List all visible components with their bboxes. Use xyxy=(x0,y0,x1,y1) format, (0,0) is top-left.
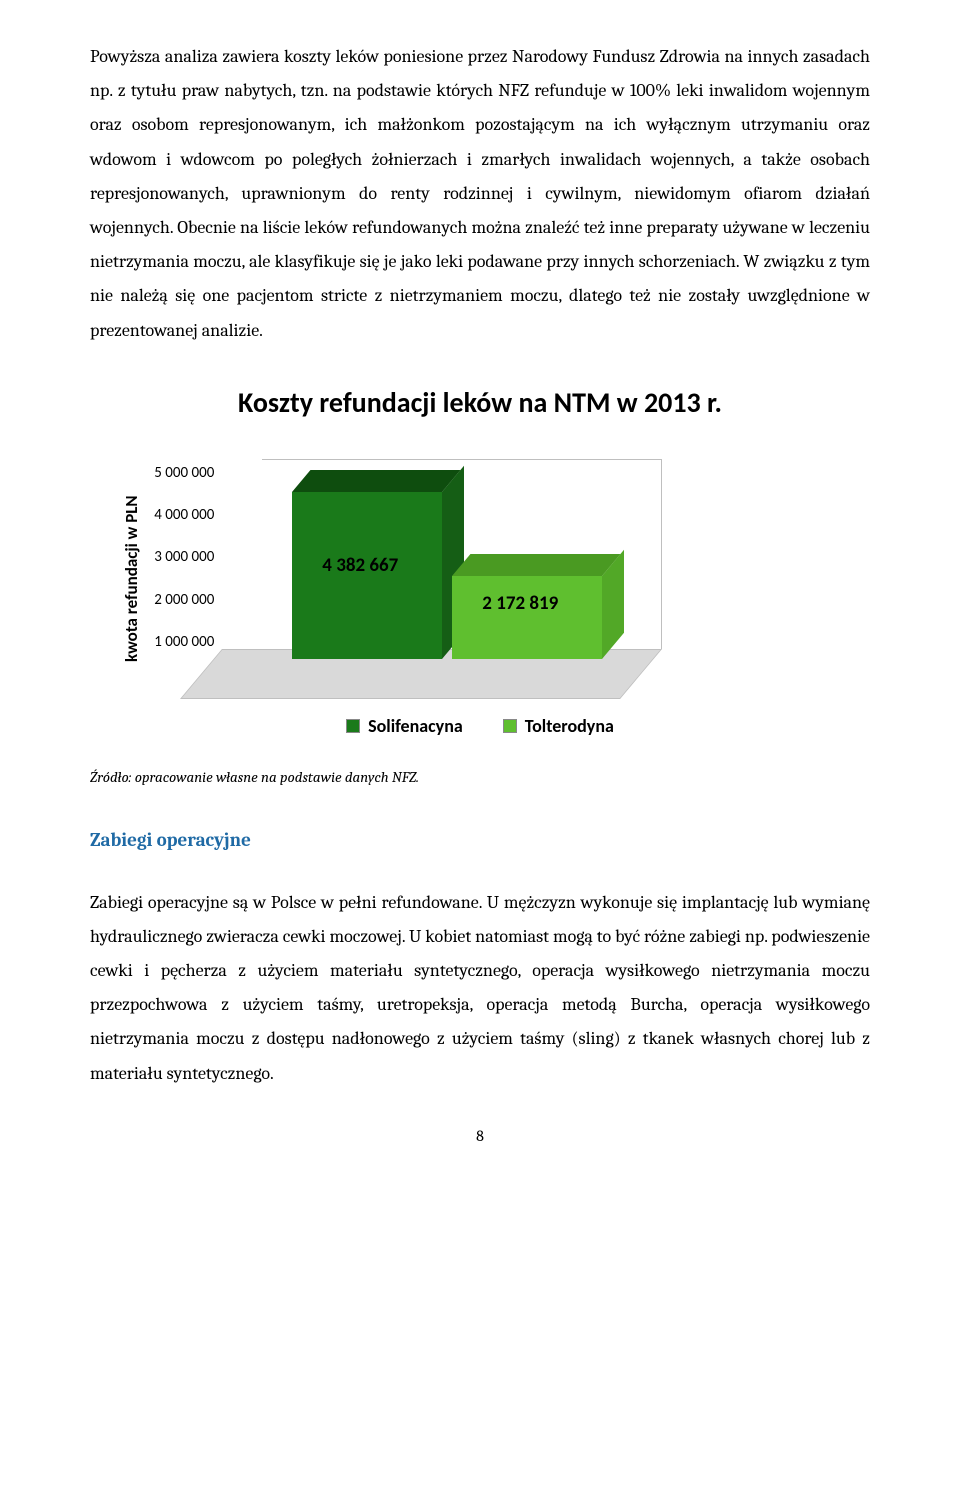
chart-bar-value-label: 4 382 667 xyxy=(322,548,398,584)
chart-legend: Solifenacyna Tolterodyna xyxy=(90,709,870,743)
chart-y-tick: 5 000 000 xyxy=(154,459,214,488)
chart-y-axis-label: kwota refundacji w PLN xyxy=(110,459,154,699)
chart-legend-swatch xyxy=(503,719,517,733)
chart-source-note: Źródło: opracowanie własne na podstawie … xyxy=(90,763,870,792)
chart-y-tick: 2 000 000 xyxy=(154,586,214,615)
chart-legend-label: Tolterodyna xyxy=(525,709,614,743)
chart-plot-area: 4 382 667 2 172 819 xyxy=(222,459,662,699)
paragraph-1: Powyższa analiza zawiera koszty leków po… xyxy=(90,40,870,348)
chart-y-tick: 3 000 000 xyxy=(154,543,214,572)
chart-bar: 2 172 819 xyxy=(452,576,602,659)
page-number: 8 xyxy=(90,1121,870,1151)
chart-y-tick: 4 000 000 xyxy=(154,501,214,530)
chart-title: Koszty refundacji leków na NTM w 2013 r. xyxy=(90,376,870,429)
chart-bar-top xyxy=(292,470,460,492)
chart-bar: 4 382 667 xyxy=(292,492,442,659)
paragraph-2: Zabiegi operacyjne są w Polsce w pełni r… xyxy=(90,886,870,1091)
chart-y-tick: 1 000 000 xyxy=(154,628,214,657)
chart-legend-item: Tolterodyna xyxy=(503,709,614,743)
chart-legend-label: Solifenacyna xyxy=(368,709,463,743)
section-heading-zabiegi: Zabiegi operacyjne xyxy=(90,822,870,858)
chart-container: kwota refundacji w PLN 5 000 000 4 000 00… xyxy=(110,459,870,699)
chart-legend-swatch xyxy=(346,719,360,733)
chart-bar-value-label: 2 172 819 xyxy=(482,586,558,622)
chart-legend-item: Solifenacyna xyxy=(346,709,463,743)
chart-bar-top xyxy=(452,554,620,576)
